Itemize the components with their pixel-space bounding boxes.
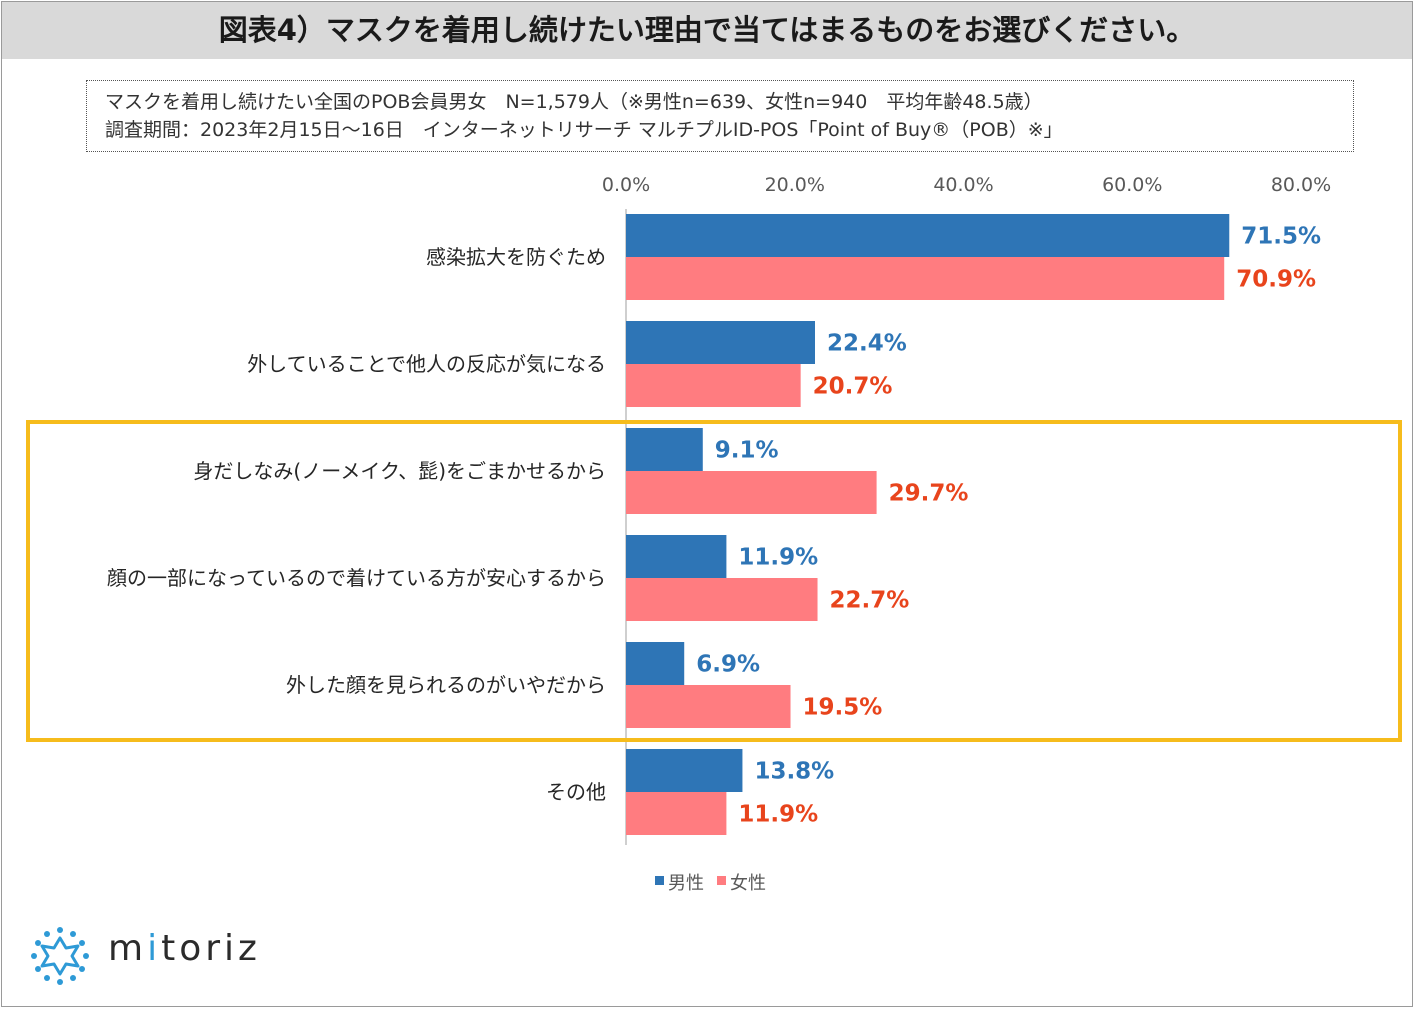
- category-label: 外していることで他人の反応が気になる: [247, 352, 606, 376]
- category-label: その他: [546, 780, 606, 804]
- x-tick-label: 80.0%: [1271, 174, 1331, 196]
- data-label-female: 70.9%: [1236, 267, 1316, 293]
- x-tick-label: 60.0%: [1102, 174, 1162, 196]
- survey-note-line2: 調査期間：2023年2月15日～16日 インターネットリサーチ マルチプルID-…: [105, 119, 1063, 141]
- bar-female: [626, 364, 801, 407]
- data-label-female: 22.7%: [830, 588, 910, 614]
- data-label-female: 29.7%: [889, 481, 969, 507]
- survey-note: マスクを着用し続けたい全国のPOB会員男女 N=1,579人（※男性n=639、…: [86, 80, 1354, 152]
- bar-male: [626, 642, 685, 685]
- data-label-male: 22.4%: [827, 331, 907, 357]
- x-tick-label: 0.0%: [602, 174, 650, 196]
- logo-text-i: i: [147, 928, 162, 969]
- data-label-male: 11.9%: [738, 545, 818, 571]
- data-label-female: 11.9%: [738, 802, 818, 828]
- data-label-female: 20.7%: [813, 374, 893, 400]
- bar-male: [626, 535, 727, 578]
- bar-female: [626, 471, 877, 514]
- bar-male: [626, 214, 1230, 257]
- bar-female: [626, 578, 818, 621]
- bar-female: [626, 685, 791, 728]
- legend-swatch-male: [655, 876, 664, 885]
- data-label-female: 19.5%: [803, 695, 883, 721]
- bar-male: [626, 321, 815, 364]
- category-label: 身だしなみ(ノーメイク、髭)をごまかせるから: [193, 459, 606, 483]
- title-bar: 図表4）マスクを着用し続けたい理由で当てはまるものをお選びください。: [2, 2, 1412, 59]
- category-label: 感染拡大を防ぐため: [426, 245, 606, 269]
- category-label: 顔の一部になっているので着けている方が安心するから: [107, 566, 606, 590]
- legend-label-male: 男性: [668, 873, 704, 894]
- x-tick-label: 40.0%: [933, 174, 993, 196]
- data-label-male: 6.9%: [696, 652, 760, 678]
- data-label-male: 71.5%: [1241, 224, 1321, 250]
- chart-title: 図表4）マスクを着用し続けたい理由で当てはまるものをお選びください。: [218, 13, 1196, 47]
- data-label-male: 9.1%: [715, 438, 779, 464]
- logo-text-rest: toriz: [161, 928, 261, 969]
- bar-male: [626, 428, 703, 471]
- logo-text: mitoriz: [108, 928, 261, 969]
- bar-female: [626, 792, 727, 835]
- x-tick-label: 20.0%: [765, 174, 825, 196]
- highlight-box: [26, 420, 1402, 742]
- survey-note-line1: マスクを着用し続けたい全国のPOB会員男女 N=1,579人（※男性n=639、…: [105, 91, 1043, 113]
- logo-text-m: m: [108, 928, 148, 969]
- bar-male: [626, 749, 743, 792]
- bar-female: [626, 257, 1225, 300]
- legend-label-female: 女性: [730, 873, 766, 894]
- logo-mark-icon: [31, 927, 89, 985]
- data-label-male: 13.8%: [754, 759, 834, 785]
- category-label: 外した顔を見られるのがいやだから: [286, 673, 606, 697]
- legend-swatch-female: [717, 876, 726, 885]
- mitoriz-logo: mitoriz: [28, 920, 268, 985]
